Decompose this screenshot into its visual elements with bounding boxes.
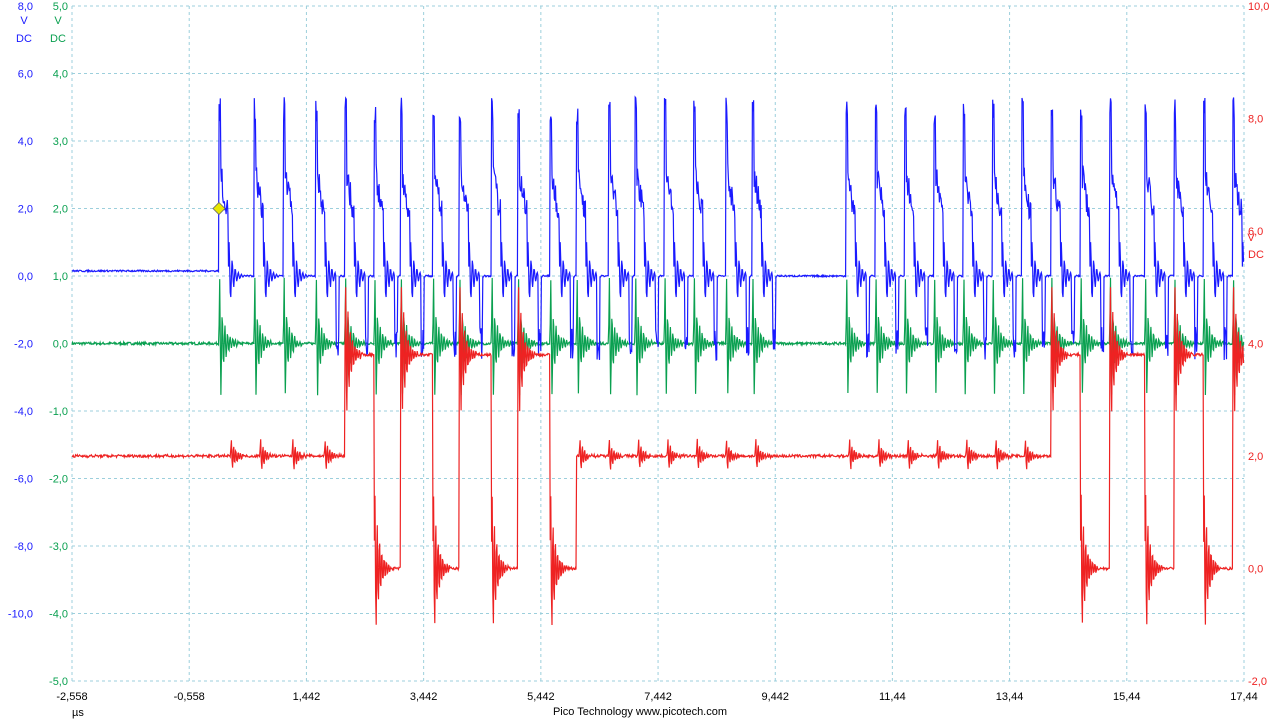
axis-a-tick-label: -10,0 [8,609,33,621]
axis-c-tick-label: -2,0 [1248,676,1267,688]
axis-c-tick-label: 0,0 [1248,564,1263,576]
axis-c-tick-label: 4,0 [1248,339,1263,351]
axis-a-tick-label: -2,0 [14,339,33,351]
axis-b-tick-label: 0,0 [53,339,68,351]
axis-c-labels: 10,0 8,0 6,0 4,0 2,0 0,0 -2,0 V DC [1247,1,1269,688]
x-tick-label: 9,442 [762,691,790,703]
axis-c-tick-label: 10,0 [1248,1,1269,13]
axis-c-unit: V [1247,232,1255,244]
axis-b-tick-label: 5,0 [53,1,68,13]
x-tick-label: 11,44 [879,691,906,703]
x-tick-label: 7,442 [644,691,672,703]
axis-b-tick-label: -4,0 [49,609,68,621]
traces [71,95,1245,626]
axis-b-coupling: DC [50,33,66,45]
axis-c-tick-label: 6,0 [1248,226,1263,238]
axis-b-tick-label: 3,0 [53,136,68,148]
x-tick-label: 5,442 [527,691,555,703]
axis-c-tick-label: 8,0 [1248,114,1263,126]
x-unit-label: µs [72,707,84,719]
trigger-marker [212,201,226,216]
axis-a-tick-label: -6,0 [14,474,33,486]
axis-b-tick-label: -3,0 [49,541,68,553]
axis-b-tick-label: 1,0 [53,271,68,283]
x-tick-label: 1,442 [293,691,321,703]
x-tick-label: 15,44 [1113,691,1141,703]
axis-b-tick-label: -5,0 [49,676,68,688]
x-axis-labels: -2,558 -0,558 1,442 3,442 5,442 7,442 9,442 11,… [56,691,1257,703]
x-tick-label: 17,44 [1230,691,1258,703]
trigger-marker-diamond [212,201,226,216]
axis-c-tick-label: 2,0 [1248,451,1263,463]
axis-b-tick-label: 2,0 [53,204,68,216]
axis-b-unit: V [54,15,62,27]
axis-a-labels: 8,0 6,0 4,0 2,0 0,0 -2,0 -4,0 -6,0 -8,0 -10,0 V DC [8,1,33,621]
axis-b-tick-label: 4,0 [53,69,68,81]
x-tick-label: 3,442 [410,691,438,703]
trace-channel-a [71,95,1245,361]
axis-a-tick-label: 4,0 [18,136,33,148]
trace-channel-c [71,287,1245,626]
axis-c-coupling: DC [1248,249,1264,261]
axis-a-tick-label: 8,0 [18,1,33,13]
x-tick-label: 13,44 [996,691,1024,703]
axis-b-tick-label: -2,0 [49,474,68,486]
axis-a-tick-label: 2,0 [18,204,33,216]
axis-b-labels: 5,0 4,0 3,0 2,0 1,0 0,0 -1,0 -2,0 -3,0 -4,0 -5,0 VD… [49,1,68,688]
axis-a-coupling: DC [16,33,32,45]
axis-a-tick-label: -4,0 [14,406,33,418]
axis-a-tick-label: 6,0 [18,69,33,81]
x-tick-label: -0,558 [174,691,205,703]
axis-a-tick-label: -8,0 [14,541,33,553]
axis-a-tick-label: 0,0 [18,271,33,283]
footer-brand: Pico Technology www.picotech.com [553,706,727,718]
axis-a-unit: V [20,15,28,27]
axis-b-tick-label: -1,0 [49,406,68,418]
x-tick-label: -2,558 [56,691,87,703]
